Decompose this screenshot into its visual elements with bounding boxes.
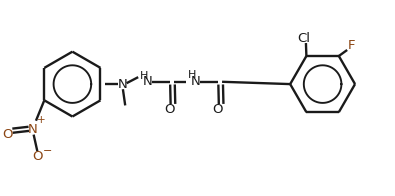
Text: O: O: [32, 150, 43, 163]
Text: N: N: [118, 78, 127, 91]
Text: O: O: [2, 128, 13, 141]
Text: N: N: [191, 75, 201, 88]
Text: H: H: [139, 71, 148, 81]
Text: N: N: [143, 75, 153, 88]
Text: H: H: [188, 70, 196, 80]
Text: −: −: [43, 146, 52, 156]
Text: F: F: [348, 39, 356, 52]
Text: +: +: [37, 115, 45, 125]
Text: O: O: [213, 103, 223, 116]
Text: Cl: Cl: [297, 32, 310, 45]
Text: O: O: [164, 103, 175, 116]
Text: N: N: [28, 122, 38, 136]
